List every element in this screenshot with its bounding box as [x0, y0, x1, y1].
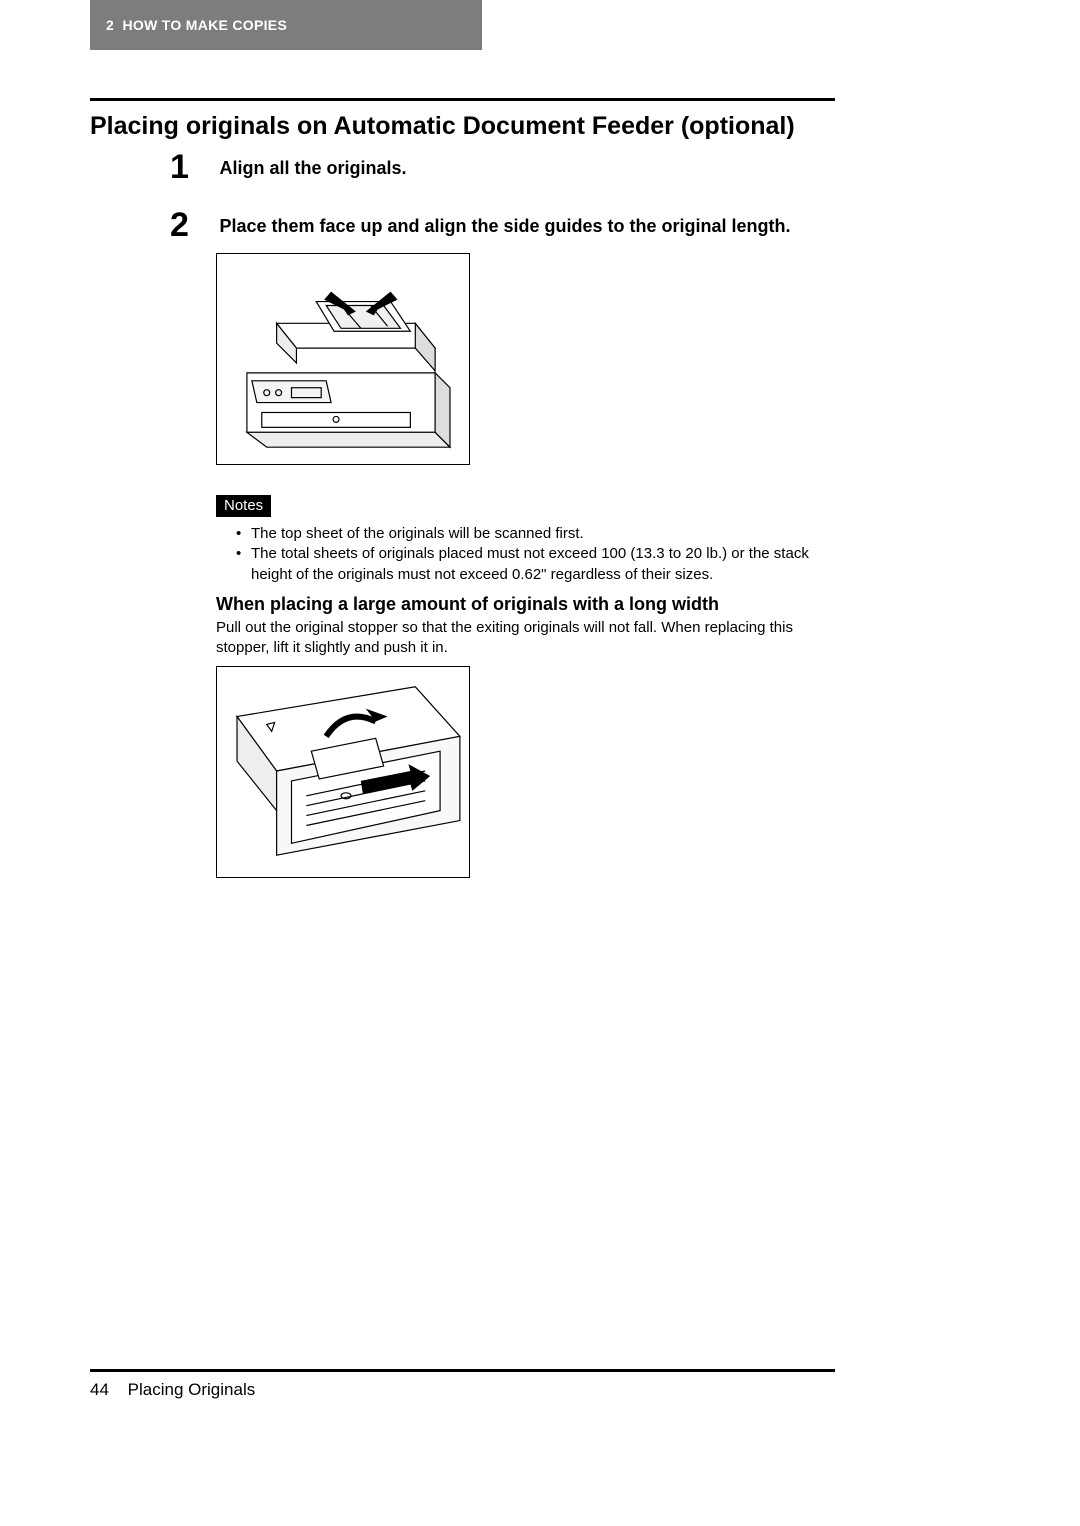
step-text: Place them face up and align the side gu…: [219, 208, 829, 237]
step-2: 2 Place them face up and align the side …: [170, 208, 840, 242]
chapter-number: 2: [106, 17, 114, 33]
main-heading: Placing originals on Automatic Document …: [90, 112, 795, 141]
step-number: 1: [170, 150, 215, 184]
note-item: The top sheet of the originals will be s…: [236, 524, 836, 544]
note-item: The total sheets of originals placed mus…: [236, 544, 836, 585]
chapter-title: HOW TO MAKE COPIES: [122, 17, 287, 33]
step-number: 2: [170, 208, 215, 242]
page-number: 44: [90, 1380, 109, 1399]
figure-original-stopper: [216, 666, 470, 878]
notes-label: Notes: [216, 495, 271, 517]
step-text: Align all the originals.: [219, 150, 829, 179]
notes-list: The top sheet of the originals will be s…: [236, 524, 836, 585]
footer-section-title: Placing Originals: [128, 1380, 256, 1399]
bottom-divider: [90, 1369, 835, 1372]
chapter-separator: [114, 17, 122, 33]
stopper-illustration-icon: [217, 667, 469, 877]
step-1: 1 Align all the originals.: [170, 150, 840, 184]
top-divider: [90, 98, 835, 101]
figure-adf-loading: [216, 253, 470, 465]
sub-text: Pull out the original stopper so that th…: [216, 618, 841, 659]
printer-illustration-icon: [217, 254, 469, 464]
sub-heading: When placing a large amount of originals…: [216, 594, 719, 615]
page-footer: 44 Placing Originals: [90, 1380, 255, 1400]
chapter-header-tab: 2 HOW TO MAKE COPIES: [90, 0, 482, 50]
